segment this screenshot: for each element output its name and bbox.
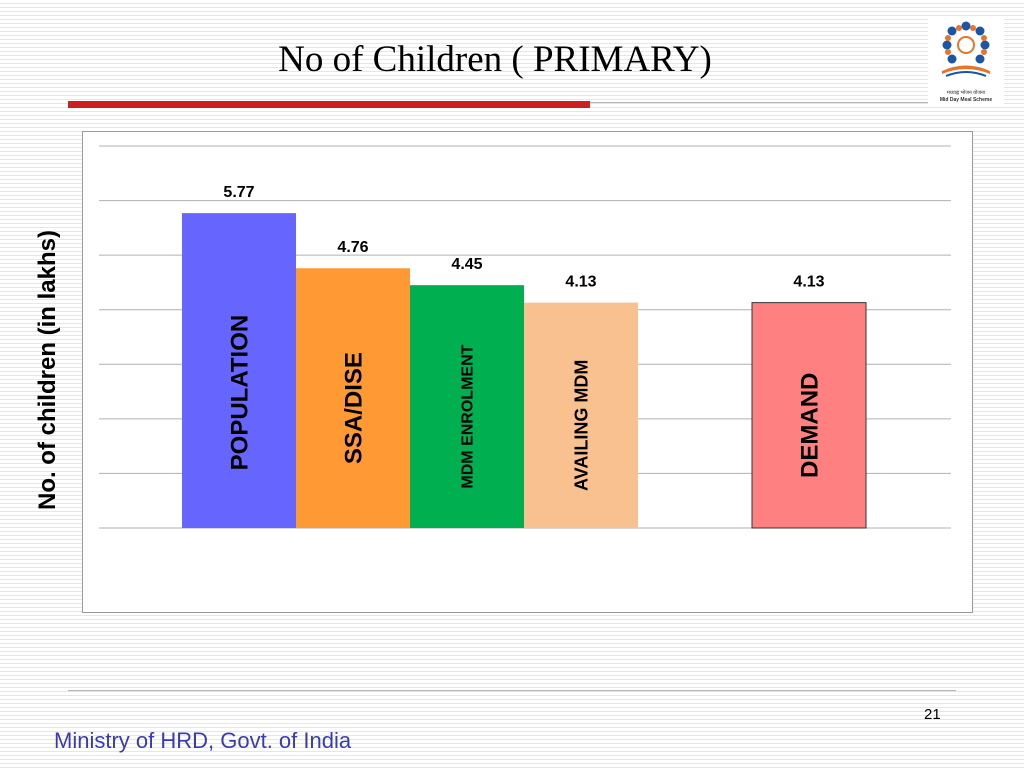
chart-area: 5.77 POPULATION 4.76 SSA/DISE 4.45 MDM ENROLM… [82, 131, 973, 613]
ministry-footer: Ministry of HRD, Govt. of India [54, 728, 352, 753]
data-label: 5.77 [223, 184, 254, 201]
bar [524, 302, 638, 528]
bar [296, 268, 410, 528]
footer-divider [68, 690, 956, 691]
category-label: MDM ENROLMENT [460, 344, 477, 488]
mid-day-meal-logo-icon: मध्याह्न भोजन योजना Mid Day Meal Scheme [928, 16, 1004, 106]
category-label: SSA/DISE [340, 352, 367, 464]
data-label: 4.13 [565, 274, 596, 291]
bar-chart: 5.77 POPULATION 4.76 SSA/DISE 4.45 MDM ENROLM… [99, 145, 951, 529]
data-label: 4.45 [451, 256, 482, 273]
category-label: POPULATION [226, 315, 253, 471]
y-axis-label: No. of children (in lakhs) [34, 229, 61, 511]
bar [182, 213, 296, 528]
title-underline-grey [590, 102, 930, 103]
category-label: AVAILING MDM [571, 360, 591, 491]
bar [410, 285, 524, 528]
data-label: 4.76 [337, 239, 368, 256]
page-number: 21 [924, 706, 941, 723]
bar [751, 302, 867, 529]
slide-title: No of Children ( PRIMARY) [278, 39, 712, 80]
category-label: DEMAND [796, 373, 823, 478]
title-underline-red [68, 101, 590, 108]
logo-caption-english: Mid Day Meal Scheme [939, 97, 993, 103]
logo-caption-hindi: मध्याह्न भोजन योजना [946, 90, 986, 96]
data-label: 4.13 [793, 274, 824, 291]
bars: 5.77 POPULATION 4.76 SSA/DISE 4.45 MDM ENROLM… [182, 184, 867, 529]
logo-emblem [942, 21, 990, 77]
